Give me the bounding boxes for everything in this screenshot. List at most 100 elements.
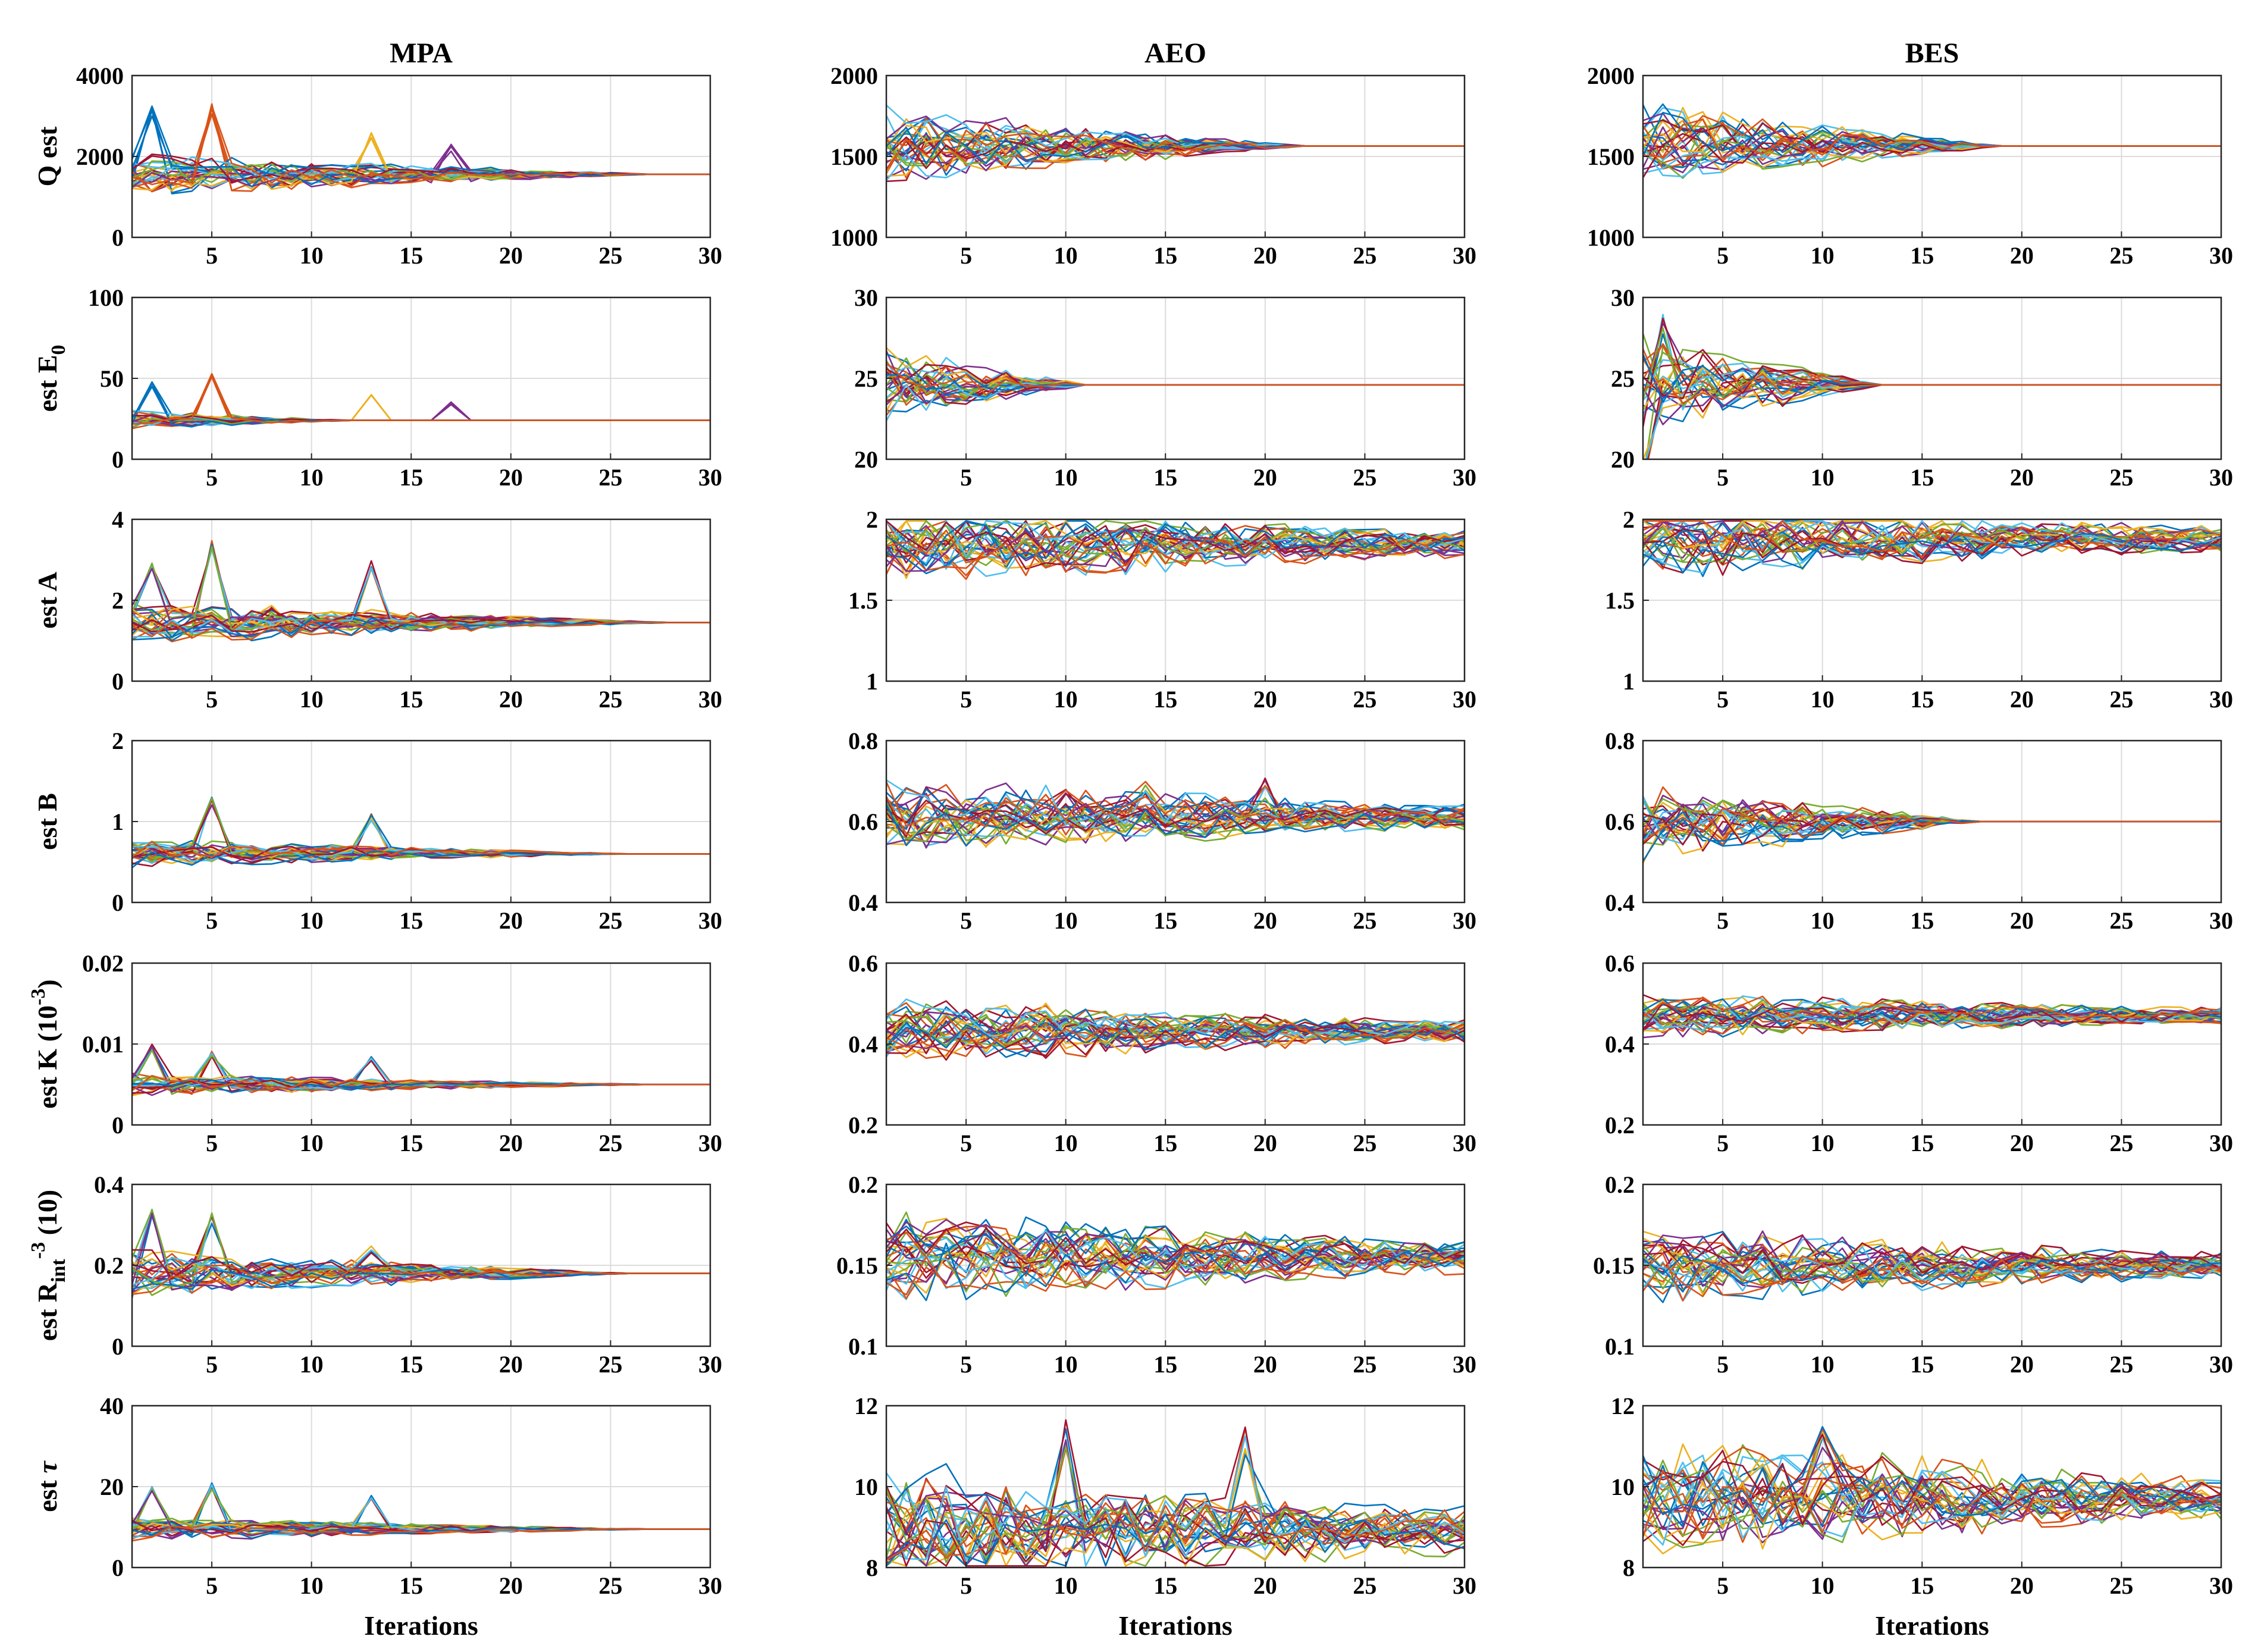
- x-tick-label: 30: [698, 242, 722, 269]
- y-tick-label: 0.1: [1605, 1333, 1635, 1360]
- x-tick-label: 15: [399, 907, 423, 934]
- ylabel-b: est B: [32, 793, 62, 850]
- y-tick-label: 25: [1611, 365, 1635, 392]
- x-tick-label: 15: [1910, 686, 1934, 713]
- series-line: [886, 807, 1465, 847]
- series-line: [1643, 1258, 2221, 1302]
- y-tick-label: 0.4: [848, 889, 878, 916]
- x-tick-label: 25: [1353, 464, 1376, 491]
- x-tick-label: 25: [2109, 464, 2133, 491]
- y-tick-label: 40: [100, 1393, 124, 1419]
- x-tick-label: 15: [1153, 464, 1177, 491]
- x-tick-label: 20: [499, 1351, 523, 1378]
- series-group: [1643, 1426, 2221, 1554]
- x-tick-label: 5: [960, 464, 972, 491]
- y-tick-label: 0.6: [848, 808, 878, 835]
- x-tick-label: 5: [206, 907, 218, 934]
- x-tick-label: 30: [2209, 1572, 2233, 1599]
- series-group: [1643, 993, 2221, 1039]
- series-group: [132, 373, 710, 430]
- series-line: [1643, 520, 2221, 553]
- ylabel-e0: est E0: [32, 345, 70, 412]
- x-tick-label: 25: [598, 242, 622, 269]
- x-tick-label: 20: [499, 1572, 523, 1599]
- x-tick-label: 10: [1054, 1351, 1078, 1378]
- y-tick-label: 0: [112, 668, 124, 695]
- series-group: [132, 1043, 710, 1096]
- series-line: [886, 1239, 1465, 1294]
- series-line: [1643, 1249, 2221, 1290]
- ylabel-k: est K (10-3): [27, 979, 62, 1108]
- x-tick-label: 25: [1353, 686, 1376, 713]
- xlabel-aeo: Iterations: [1118, 1610, 1233, 1641]
- y-tick-label: 0.2: [1605, 1112, 1635, 1139]
- series-line: [886, 1482, 1465, 1560]
- series-line: [1643, 999, 2221, 1025]
- y-tick-label: 30: [1611, 284, 1635, 311]
- series-line: [886, 782, 1465, 829]
- series-line: [886, 1486, 1465, 1556]
- x-tick-label: 30: [2209, 686, 2233, 713]
- x-tick-label: 15: [1153, 1130, 1177, 1156]
- series-line: [132, 1074, 710, 1092]
- series-line: [132, 1249, 710, 1280]
- series-line: [132, 105, 710, 186]
- ylabel-rint: est Rint-3 (10): [27, 1190, 70, 1341]
- series-line: [1643, 520, 2221, 554]
- series-line: [1643, 1000, 2221, 1021]
- x-tick-label: 15: [399, 242, 423, 269]
- x-tick-label: 25: [598, 1130, 622, 1156]
- x-tick-label: 10: [1054, 464, 1078, 491]
- series-line: [1643, 527, 2221, 563]
- x-tick-label: 25: [2109, 1572, 2133, 1599]
- x-tick-label: 15: [1153, 1351, 1177, 1378]
- x-tick-label: 15: [1153, 907, 1177, 934]
- subplot-k-bes: 5 10 15 20 25 30 0.2 0.4 0.6: [1605, 950, 2233, 1156]
- series-line: [886, 779, 1465, 826]
- x-tick-label: 5: [1717, 1572, 1729, 1599]
- x-tick-label: 20: [2010, 464, 2034, 491]
- x-tick-label: 10: [300, 464, 324, 491]
- x-tick-label: 15: [399, 1572, 423, 1599]
- x-tick-label: 5: [1717, 1351, 1729, 1378]
- series-line: [886, 1015, 1465, 1049]
- x-tick-label: 15: [1910, 1130, 1934, 1156]
- series-line: [886, 362, 1465, 396]
- x-tick-label: 25: [2109, 907, 2133, 934]
- x-tick-label: 10: [1811, 242, 1835, 269]
- series-line: [886, 1513, 1465, 1567]
- subplot-e0-mpa: 5 10 15 20 25 30 0 50 100: [88, 284, 722, 491]
- x-tick-label: 25: [1353, 242, 1376, 269]
- series-line: [1643, 1471, 2221, 1546]
- series-line: [1643, 1259, 2221, 1300]
- series-line: [1643, 1483, 2221, 1537]
- x-tick-label: 5: [1717, 464, 1729, 491]
- x-tick-label: 30: [698, 1351, 722, 1378]
- subplot-q-aeo: 5 10 15 20 25 30 1000 1500 2000: [830, 62, 1476, 269]
- y-tick-label: 2000: [1587, 62, 1635, 89]
- xlabel-bes: Iterations: [1875, 1610, 1989, 1641]
- y-tick-label: 100: [88, 284, 124, 311]
- x-tick-label: 25: [2109, 1130, 2133, 1156]
- x-tick-label: 30: [698, 686, 722, 713]
- y-tick-label: 2: [866, 506, 878, 533]
- y-tick-label: 4000: [76, 62, 124, 89]
- x-tick-label: 20: [499, 1130, 523, 1156]
- x-tick-label: 25: [2109, 1351, 2133, 1378]
- series-line: [1643, 1246, 2221, 1281]
- x-tick-label: 15: [399, 1130, 423, 1156]
- x-tick-label: 5: [206, 1351, 218, 1378]
- series-line: [1643, 373, 2221, 404]
- subplot-e0-aeo: 5 10 15 20 25 30 20 25 30: [854, 284, 1476, 491]
- series-group: [1643, 1230, 2221, 1303]
- series-line: [132, 1525, 710, 1542]
- x-tick-label: 25: [1353, 1351, 1376, 1378]
- series-line: [132, 1264, 710, 1295]
- y-tick-label: 2: [112, 728, 124, 754]
- y-tick-label: 10: [854, 1474, 878, 1500]
- series-line: [1643, 1469, 2221, 1538]
- x-tick-label: 15: [1910, 1572, 1934, 1599]
- x-tick-label: 10: [1811, 464, 1835, 491]
- series-group: [132, 1482, 710, 1542]
- x-tick-label: 20: [1253, 1572, 1277, 1599]
